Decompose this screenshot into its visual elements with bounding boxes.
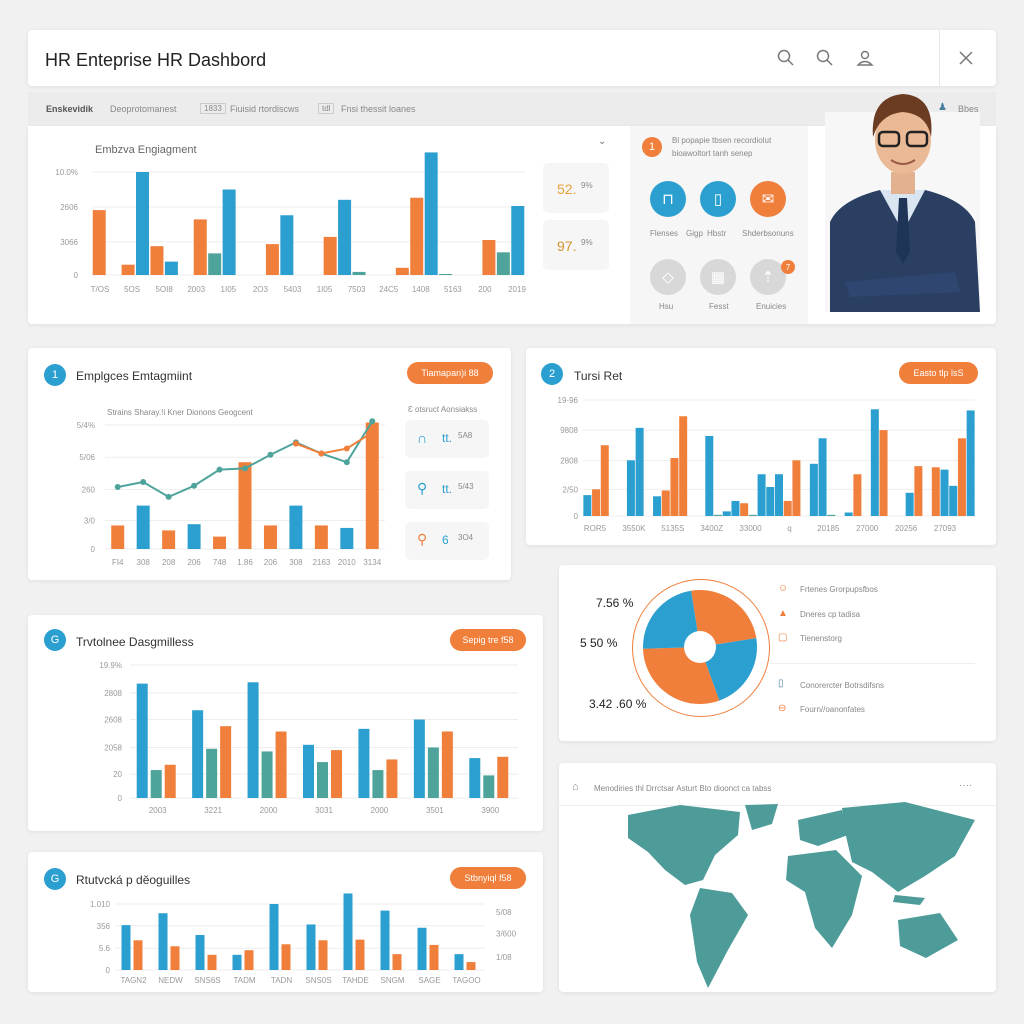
profile-photo: [825, 94, 980, 312]
legend-icon: ▲: [778, 608, 788, 619]
kpi-unit: 9%: [581, 238, 593, 247]
section-number: G: [44, 868, 66, 890]
turnover-card: 2 Tursi Ret Easto tlp lsS: [526, 348, 996, 545]
stat-value: tt.: [442, 482, 453, 496]
legend-item: Frtenes Grorpupsfbos: [800, 585, 878, 594]
europe: [798, 810, 848, 846]
productivity-card: G Rtutvcká p dĕoguilles Stbnyiql f58: [28, 852, 543, 992]
legend-icon: ☺: [778, 583, 789, 594]
location-pin-icon: ⚲: [417, 531, 428, 547]
tile-label: Hsu: [659, 302, 674, 311]
asia: [842, 802, 975, 892]
nav-item[interactable]: Deoprotomanest: [110, 104, 177, 114]
lock-icon: ∩: [417, 430, 428, 446]
lock-icon[interactable]: ⊓: [650, 181, 686, 217]
user-icon[interactable]: [856, 49, 874, 67]
notification-badge: 7: [781, 260, 795, 274]
legend-item: Fourn//oanonfates: [800, 705, 865, 714]
search-icon[interactable]: [816, 49, 834, 67]
legend-icon: ▯: [778, 678, 784, 689]
action-button[interactable]: Sepig tre f58: [450, 629, 526, 651]
chevron-down-icon[interactable]: ⌄: [598, 136, 607, 147]
kpi-value: 52.: [557, 181, 577, 197]
card-title: Tursi Ret: [574, 369, 623, 383]
map-card: ⌂ Menodiries thl Drrctsar Asturt Bto dio…: [559, 763, 996, 992]
pie-ring: [632, 579, 770, 717]
tile-label: Enuicies: [756, 302, 787, 311]
close-icon[interactable]: [959, 51, 973, 65]
header-bar: HR Enteprise HR Dashbord: [28, 30, 996, 86]
legend-item: Dneres cp tadisa: [800, 610, 861, 619]
tile-label: Fesst: [709, 302, 729, 311]
kpi-box: 52. 9%: [543, 163, 609, 213]
nav-right-label[interactable]: Bbes: [958, 104, 979, 114]
world-map[interactable]: [559, 763, 996, 992]
kpi-unit: 9%: [581, 181, 593, 190]
page-title: HR Enteprise HR Dashbord: [45, 50, 267, 70]
engagement-card: 1 Emplgces Emtagmiint Tiamapan)i 88 Stra…: [28, 348, 511, 580]
legend-icon: ▢: [778, 632, 788, 643]
card-title: Emplgces Emtagmiint: [76, 369, 193, 383]
nav-badge: tdl: [318, 103, 335, 114]
diamond-icon[interactable]: ◇: [650, 259, 686, 295]
nav-item[interactable]: Fiuisid rtordiscws: [230, 104, 300, 114]
grid-icon[interactable]: ▦: [700, 259, 736, 295]
stat-box: ⚲ tt. 5/43: [405, 471, 489, 509]
stat-value: tt.: [442, 431, 453, 445]
nav-badge: 1833: [200, 103, 226, 114]
tile-label: Gigp: [686, 229, 703, 238]
legend-item: Conorercter Botrsdifsns: [800, 681, 885, 690]
card-title: Menodiries thl Drrctsar Asturt Bto dioon…: [594, 784, 772, 793]
chart-subtitle: Strains Sharay.!i Kner Dionons Geogcent: [107, 408, 253, 417]
notice-badge: 1: [642, 137, 662, 157]
tile-label: Hbstr: [707, 229, 727, 238]
section-number: 2: [541, 363, 563, 385]
action-button[interactable]: Easto tlp lsS: [899, 362, 978, 384]
upload-icon[interactable]: ⇡: [750, 259, 786, 295]
tile-label: Shderbsonuns: [742, 229, 794, 238]
search-icon[interactable]: [777, 49, 795, 67]
chart-title: Embzva Engiagment: [95, 144, 197, 156]
location-pin-icon: ⚲: [417, 480, 428, 496]
stat-value: 6: [442, 533, 449, 547]
stat-box: ⚲ 6 3O4: [405, 522, 489, 560]
nav-item[interactable]: Fnsi thessit loanes: [341, 104, 416, 114]
nav-item[interactable]: Enskevidik: [46, 104, 94, 114]
stat-unit: 5/43: [458, 482, 474, 491]
side-title: Ɛ otsruct Aonsiakss: [408, 405, 478, 414]
notice-text: Bl popapie tbsen recordiolut: [672, 136, 772, 145]
africa: [786, 850, 862, 948]
greenland: [745, 804, 778, 830]
card-title: Trvtolnee Dasgmilless: [76, 635, 194, 649]
diagnostics-card: G Trvtolnee Dasgmilless Sepig tre f58: [28, 615, 543, 831]
sub-navigation: Enskevidik Deoprotomanest 1833 Fiuisid r…: [28, 92, 996, 126]
action-button[interactable]: Tiamapan)i 88: [407, 362, 493, 384]
action-button[interactable]: Stbnyiql f58: [450, 867, 526, 889]
side-panel: 1 Bl popapie tbsen recordiolut bioawolto…: [630, 126, 808, 324]
mail-icon[interactable]: ✉: [750, 181, 786, 217]
document-icon[interactable]: ▯: [700, 181, 736, 217]
north-america: [628, 805, 740, 885]
person-icon: ♟: [938, 102, 947, 113]
legend-item: Tienenstorg: [800, 634, 842, 643]
distribution-card: ☺ Frtenes Grorpupsfbos ▲ Dneres cp tadis…: [559, 565, 996, 741]
kpi-value: 97.: [557, 238, 577, 254]
stat-unit: 5A8: [458, 431, 473, 440]
stat-unit: 3O4: [458, 533, 474, 542]
divider: [939, 30, 940, 86]
legend-icon: ⊖: [778, 703, 787, 714]
more-options-icon[interactable]: ····: [959, 780, 973, 791]
tile-label: Flenses: [650, 229, 679, 238]
stat-box: ∩ tt. 5A8: [405, 420, 489, 458]
indonesia: [893, 895, 925, 905]
divider: [770, 663, 975, 664]
building-icon: ⌂: [572, 781, 579, 793]
section-number: G: [44, 629, 66, 651]
south-america: [690, 888, 748, 988]
section-number: 1: [44, 364, 66, 386]
australia: [898, 913, 958, 958]
card-title: Rtutvcká p dĕoguilles: [76, 873, 191, 887]
notice-text: bioawoltort tanh senep: [672, 149, 753, 158]
kpi-box: 97. 9%: [543, 220, 609, 270]
